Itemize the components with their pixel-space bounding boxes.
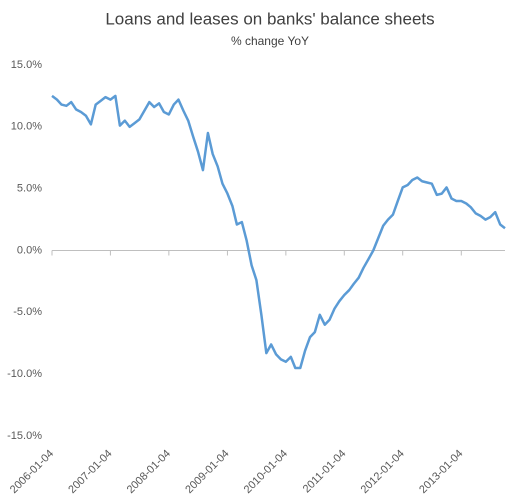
y-tick-label: -15.0%	[7, 430, 42, 442]
x-tick-label: 2008-01-04	[125, 448, 173, 496]
x-tick-label: 2007-01-04	[66, 448, 114, 496]
y-tick-label: 10.0%	[11, 121, 42, 133]
y-tick-label: 5.0%	[17, 183, 42, 195]
x-tick-label: 2009-01-04	[183, 448, 231, 496]
x-tick-label: 2006-01-04	[8, 448, 56, 496]
chart-title: Loans and leases on banks' balance sheet…	[105, 9, 434, 28]
x-tick-label: 2011-01-04	[301, 448, 349, 496]
x-tick-label: 2010-01-04	[242, 448, 290, 496]
y-tick-label: -10.0%	[7, 368, 42, 380]
y-tick-label: -5.0%	[13, 306, 42, 318]
x-tick-label: 2013-01-04	[417, 448, 465, 496]
line	[51, 94, 506, 370]
chart-subtitle: % change YoY	[231, 34, 309, 48]
y-tick-label: 0.0%	[17, 244, 42, 256]
y-tick-label: 15.0%	[11, 59, 42, 71]
x-tick-label: 2012-01-04	[359, 448, 407, 496]
